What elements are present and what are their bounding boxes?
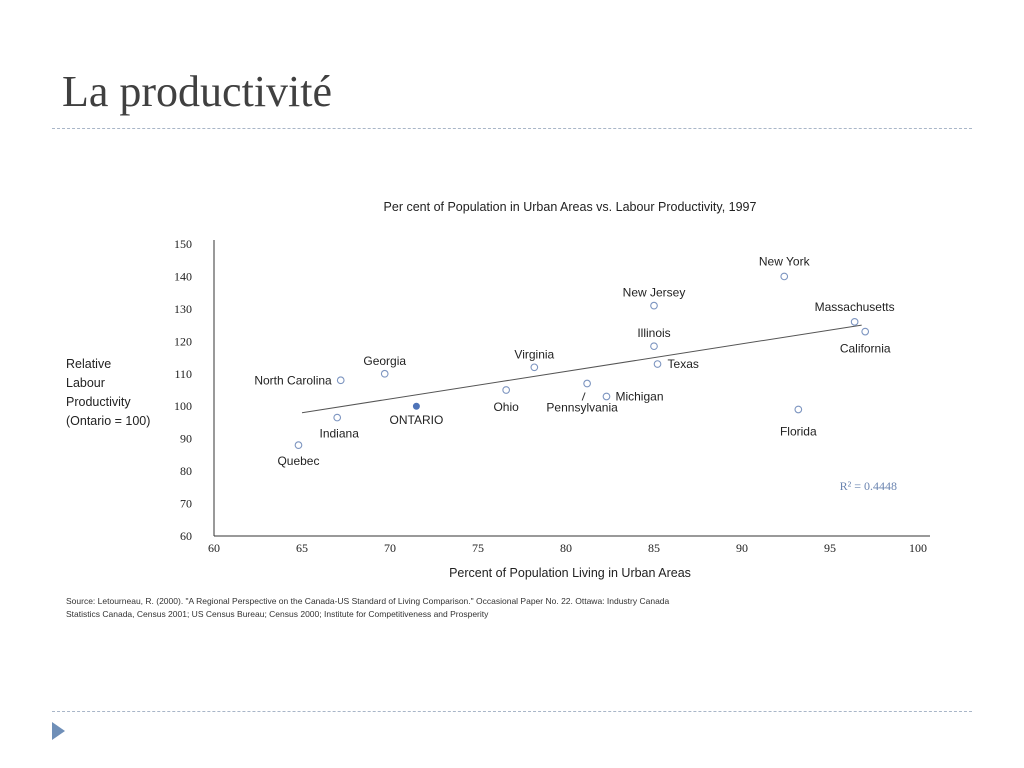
x-tick-label: 70 <box>384 541 396 555</box>
y-tick-label: 150 <box>174 237 192 251</box>
point-label: New York <box>759 254 811 268</box>
point-label: Quebec <box>277 454 319 468</box>
data-point <box>794 405 803 414</box>
y-tick-label: 70 <box>180 497 192 511</box>
x-tick-label: 100 <box>909 541 927 555</box>
x-tick-label: 60 <box>208 541 220 555</box>
y-axis-label-line: (Ontario = 100) <box>66 414 151 428</box>
point-label: North Carolina <box>254 373 332 387</box>
source-note: Source: Letourneau, R. (2000). "A Region… <box>66 595 669 621</box>
point-label: Michigan <box>615 389 663 403</box>
data-point <box>583 379 591 388</box>
point-label: Pennsylvania <box>546 401 618 415</box>
chart-title: Per cent of Population in Urban Areas vs… <box>383 200 757 214</box>
data-point <box>850 318 859 326</box>
point-label: Georgia <box>363 354 406 368</box>
y-tick-label: 140 <box>174 269 192 283</box>
point-label: ONTARIO <box>390 413 444 427</box>
y-axis-label-line: Productivity <box>66 395 131 409</box>
data-point <box>653 360 662 368</box>
point-label: Ohio <box>493 400 519 414</box>
point-label: Texas <box>668 357 699 371</box>
y-axis-label-line: Labour <box>66 376 105 390</box>
source-line: Statistics Canada, Census 2001; US Censu… <box>66 609 489 619</box>
data-point <box>502 386 511 394</box>
point-label: Illinois <box>637 326 670 340</box>
y-axis-label-line: Relative <box>66 357 112 371</box>
point-label: Indiana <box>320 427 360 441</box>
y-tick-label: 110 <box>174 367 192 381</box>
y-tick-label: 80 <box>180 464 192 478</box>
data-point <box>333 413 342 422</box>
play-triangle-icon[interactable] <box>52 722 65 740</box>
y-tick-label: 90 <box>180 432 192 446</box>
footer-divider <box>52 711 972 712</box>
leader-line <box>581 392 586 401</box>
x-tick-label: 80 <box>560 541 572 555</box>
data-point <box>380 369 389 378</box>
point-label: New Jersey <box>623 286 686 300</box>
data-point <box>530 363 539 372</box>
r-squared-annotation: R² = 0.4448 <box>840 479 897 493</box>
data-point <box>602 392 611 401</box>
x-tick-label: 75 <box>472 541 484 555</box>
data-point <box>294 441 303 450</box>
x-tick-label: 65 <box>296 541 308 555</box>
y-tick-label: 100 <box>174 399 192 413</box>
x-axis-label: Percent of Population Living in Urban Ar… <box>449 566 691 580</box>
source-line: Source: Letourneau, R. (2000). "A Region… <box>66 596 670 606</box>
x-tick-label: 95 <box>824 541 836 555</box>
y-tick-label: 130 <box>174 302 192 316</box>
data-point <box>780 272 789 281</box>
point-label: Florida <box>780 424 817 438</box>
data-point <box>650 342 658 351</box>
title-divider <box>52 128 972 129</box>
slide-title: La productivité <box>62 67 333 116</box>
data-point <box>412 402 420 410</box>
point-label: California <box>840 342 891 356</box>
data-point <box>650 301 658 310</box>
point-label: Virginia <box>514 347 554 361</box>
point-label: Massachusetts <box>815 300 895 314</box>
trendline <box>301 324 862 414</box>
y-tick-label: 120 <box>174 334 192 348</box>
x-tick-label: 90 <box>736 541 748 555</box>
y-tick-label: 60 <box>180 529 192 543</box>
y-axis-label: Relative Labour Productivity (Ontario = … <box>66 355 150 431</box>
data-point <box>336 376 345 385</box>
x-tick-label: 85 <box>648 541 660 555</box>
data-point <box>861 327 870 336</box>
